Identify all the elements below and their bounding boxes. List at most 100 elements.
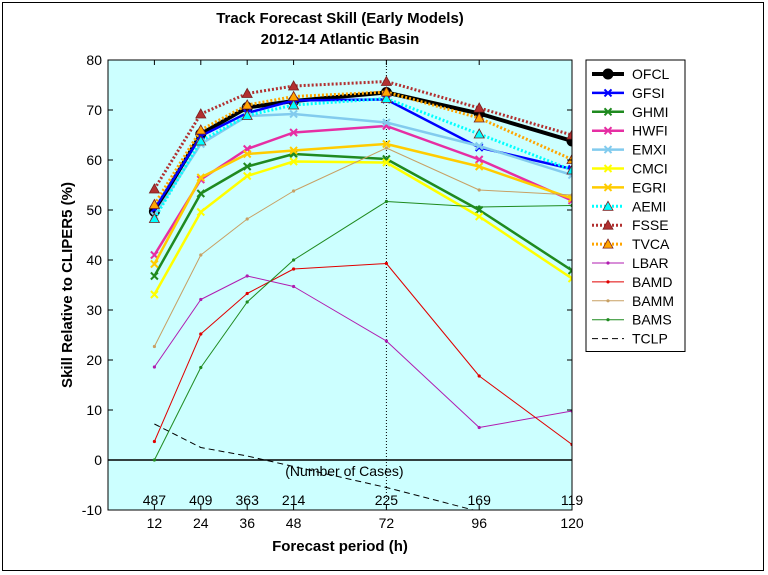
point-bamm-2 xyxy=(245,217,249,221)
point-egri-1 xyxy=(196,173,206,182)
case-count: 214 xyxy=(282,492,306,508)
y-tick-label: 0 xyxy=(94,452,102,468)
point-tvca-6 xyxy=(566,153,572,164)
plot-area: -10 0 10 20 30 40 50 60 70 80 12 24 36 48 72 96 120 (Numb… xyxy=(82,52,584,531)
point-ghmi-2 xyxy=(242,162,252,171)
point-lbar-2 xyxy=(245,274,249,278)
legend-label-bamm: BAMM xyxy=(632,293,674,309)
legend-marker-egri xyxy=(603,183,613,192)
point-aemi-5 xyxy=(473,128,485,139)
point-egri-4 xyxy=(382,139,391,149)
point-cmci-5 xyxy=(474,212,484,221)
legend-label-ghmi: GHMI xyxy=(632,104,669,120)
legend-marker-tvca xyxy=(602,238,614,249)
legend-label-fsse: FSSE xyxy=(632,217,669,233)
point-bams-0 xyxy=(152,458,156,462)
legend-marker-ghmi xyxy=(603,107,613,117)
point-lbar-3 xyxy=(292,284,296,289)
point-bamd-2 xyxy=(245,291,249,296)
x-axis-label: Forecast period (h) xyxy=(272,538,408,555)
point-ghmi-5 xyxy=(474,205,484,215)
legend-marker-hwfi xyxy=(603,126,613,135)
point-tvca-5 xyxy=(473,112,485,123)
point-aemi-0 xyxy=(148,212,161,223)
point-ghmi-6 xyxy=(567,266,572,275)
legend-marker-bamd xyxy=(606,280,610,284)
y-tick-label: 40 xyxy=(86,252,102,268)
legend-marker-cmci xyxy=(603,164,613,173)
legend-label-cmci: CMCI xyxy=(632,161,668,177)
y-tick-label: 10 xyxy=(86,402,102,418)
point-tvca-0 xyxy=(148,198,161,209)
point-bams-3 xyxy=(292,258,296,262)
legend-label-bams: BAMS xyxy=(632,312,672,328)
y-tick-label: 80 xyxy=(86,52,102,68)
point-tvca-2 xyxy=(241,99,253,110)
legend-label-gfsi: GFSI xyxy=(632,85,665,101)
point-fsse-1 xyxy=(195,108,207,119)
case-count: 363 xyxy=(236,492,260,508)
y-tick-label: 70 xyxy=(86,102,102,118)
point-bams-2 xyxy=(245,300,249,304)
point-emxi-5 xyxy=(474,141,484,151)
point-fsse-4 xyxy=(380,75,393,86)
point-bamd-3 xyxy=(292,267,296,271)
legend-marker-fsse xyxy=(602,219,614,230)
case-count: 487 xyxy=(143,492,167,508)
x-tick-label: 120 xyxy=(560,515,584,531)
point-bamm-5 xyxy=(477,188,481,192)
point-fsse-0 xyxy=(148,183,161,194)
point-hwfi-5 xyxy=(474,155,484,164)
point-lbar-5 xyxy=(477,425,481,430)
point-tvca-1 xyxy=(195,124,207,135)
point-bamd-5 xyxy=(477,374,481,378)
point-bams-1 xyxy=(199,365,203,370)
point-bamm-3 xyxy=(292,189,296,193)
point-fsse-5 xyxy=(473,102,485,113)
point-bamd-0 xyxy=(152,439,156,444)
legend-box xyxy=(585,59,686,352)
series-line-tclp xyxy=(154,423,476,510)
point-ghmi-0 xyxy=(150,271,159,281)
legend-label-tvca: TVCA xyxy=(632,236,670,252)
point-bams-5 xyxy=(477,205,481,209)
point-bamd-4 xyxy=(384,261,388,266)
point-emxi-3 xyxy=(289,109,298,119)
legend-marker-bamm xyxy=(606,299,610,303)
point-aemi-6 xyxy=(566,164,572,175)
legend-label-emxi: EMXI xyxy=(632,142,666,158)
x-tick-label: 36 xyxy=(239,515,255,531)
axes-box xyxy=(107,59,573,511)
y-tick-label: -10 xyxy=(82,502,102,518)
point-egri-6 xyxy=(567,194,572,203)
point-aemi-1 xyxy=(195,135,207,146)
point-ghmi-1 xyxy=(196,189,206,198)
legend-marker-bams xyxy=(606,318,610,322)
point-lbar-4 xyxy=(384,339,388,343)
x-tick-label: 12 xyxy=(147,515,163,531)
point-cmci-3 xyxy=(289,157,298,166)
cases-label: (Number of Cases) xyxy=(285,463,403,479)
legend-marker-emxi xyxy=(603,145,613,154)
point-fsse-2 xyxy=(241,87,253,98)
point-tvca-3 xyxy=(287,90,300,101)
point-fsse-3 xyxy=(287,80,300,91)
point-cmci-2 xyxy=(242,171,252,181)
legend-label-hwfi: HWFI xyxy=(632,123,668,139)
legend-marker-ofcl xyxy=(602,68,614,80)
x-tick-label: 24 xyxy=(193,515,209,531)
y-tick-label: 20 xyxy=(86,352,102,368)
series-lines xyxy=(148,75,572,510)
legend-label-bamd: BAMD xyxy=(632,274,672,290)
case-count: 225 xyxy=(375,492,399,508)
point-cmci-1 xyxy=(196,207,206,217)
point-emxi-4 xyxy=(382,118,391,127)
point-egri-5 xyxy=(474,162,484,171)
legend-label-lbar: LBAR xyxy=(632,255,669,271)
point-lbar-0 xyxy=(152,365,156,369)
point-egri-3 xyxy=(289,146,298,155)
point-tvca-4 xyxy=(380,86,393,97)
legend-marker-aemi xyxy=(602,200,614,211)
point-cmci-6 xyxy=(567,274,572,283)
point-bamm-4 xyxy=(384,146,388,150)
